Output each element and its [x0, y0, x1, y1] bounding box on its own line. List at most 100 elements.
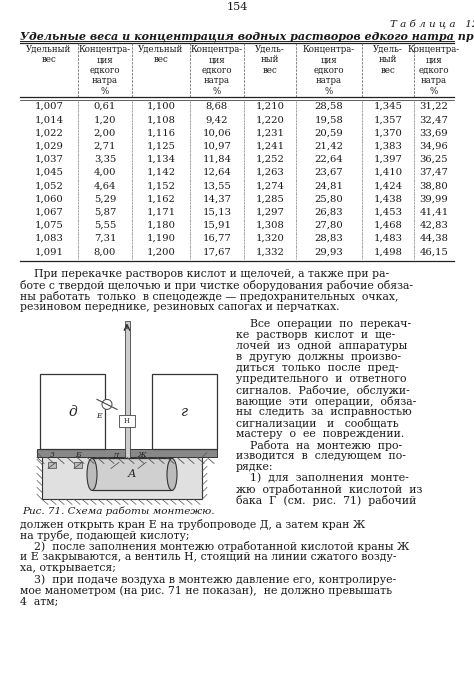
Text: 21,42: 21,42 — [315, 141, 344, 151]
Text: 2,71: 2,71 — [94, 141, 116, 151]
Text: 1,231: 1,231 — [255, 128, 284, 137]
Text: 1,152: 1,152 — [146, 181, 175, 190]
Text: 36,25: 36,25 — [419, 155, 448, 164]
Text: 1,171: 1,171 — [146, 208, 175, 217]
Text: 5,55: 5,55 — [94, 221, 116, 230]
Text: А: А — [128, 469, 136, 480]
Text: 10,06: 10,06 — [202, 128, 231, 137]
Text: 1,220: 1,220 — [255, 115, 284, 124]
Text: 1,014: 1,014 — [35, 115, 64, 124]
Text: 22,64: 22,64 — [315, 155, 343, 164]
Text: 16,77: 16,77 — [202, 234, 231, 243]
Text: 1,067: 1,067 — [35, 208, 64, 217]
Text: 4,64: 4,64 — [94, 181, 116, 190]
Text: Концентра-
ция
едкого
натра
%: Концентра- ция едкого натра % — [408, 45, 460, 95]
Text: 1,052: 1,052 — [35, 181, 64, 190]
Text: 7,31: 7,31 — [94, 234, 116, 243]
Text: 9,42: 9,42 — [206, 115, 228, 124]
Text: Рис. 71. Схема работы монтежю.: Рис. 71. Схема работы монтежю. — [22, 507, 215, 516]
Text: 1,20: 1,20 — [94, 115, 116, 124]
Text: 37,47: 37,47 — [419, 168, 448, 177]
Text: 15,13: 15,13 — [202, 208, 231, 217]
Text: 1,162: 1,162 — [146, 194, 175, 204]
Text: При перекачке растворов кислот и щелочей, а также при ра-: При перекачке растворов кислот и щелочей… — [20, 270, 389, 279]
Text: лочей  из  одной  аппаратуры: лочей из одной аппаратуры — [236, 342, 407, 351]
Bar — [92, 459, 172, 491]
Text: 1,468: 1,468 — [374, 221, 402, 230]
Text: 1,075: 1,075 — [35, 221, 64, 230]
Text: 1,108: 1,108 — [146, 115, 175, 124]
Bar — [40, 374, 105, 450]
Text: 26,83: 26,83 — [315, 208, 343, 217]
Text: Удель-
ный
вес: Удель- ный вес — [255, 45, 285, 75]
Text: ны  следить  за  исправностью: ны следить за исправностью — [236, 408, 411, 418]
Ellipse shape — [167, 459, 177, 491]
Text: Все  операции  по  перекач-: Все операции по перекач- — [236, 319, 411, 330]
Text: 1,383: 1,383 — [374, 141, 402, 151]
Text: 1,285: 1,285 — [255, 194, 284, 204]
Text: мастеру  о  ее  повреждении.: мастеру о ее повреждении. — [236, 429, 404, 439]
Text: 1,134: 1,134 — [146, 155, 175, 164]
Text: Удельный
вес: Удельный вес — [27, 45, 72, 64]
Text: 1,397: 1,397 — [374, 155, 402, 164]
Bar — [138, 462, 146, 468]
Text: 2,00: 2,00 — [94, 128, 116, 137]
Text: 25,80: 25,80 — [315, 194, 343, 204]
Text: 1,116: 1,116 — [146, 128, 175, 137]
Text: 34,96: 34,96 — [419, 141, 448, 151]
Text: З: З — [50, 452, 55, 459]
Text: 12,64: 12,64 — [202, 168, 231, 177]
Text: 23,67: 23,67 — [315, 168, 343, 177]
Text: 1,252: 1,252 — [255, 155, 284, 164]
Bar — [125, 321, 130, 489]
Text: 1,241: 1,241 — [255, 141, 284, 151]
Text: бака  Г  (см.  рис.  71)  рабочий: бака Г (см. рис. 71) рабочий — [236, 496, 416, 507]
Bar — [152, 374, 217, 450]
Text: 1,332: 1,332 — [255, 247, 284, 256]
Text: 1,142: 1,142 — [146, 168, 175, 177]
Text: мое манометром (на рис. 71 не показан),  не должно превышать: мое манометром (на рис. 71 не показан), … — [20, 585, 392, 596]
Text: Концентра-
ция
едкого
натра
%: Концентра- ция едкого натра % — [79, 45, 131, 95]
Text: 41,41: 41,41 — [419, 208, 448, 217]
Text: боте с твердой щелочью и при чистке оборудования рабочие обяза-: боте с твердой щелочью и при чистке обор… — [20, 280, 413, 291]
Text: Работа  на  монтежю  про-: Работа на монтежю про- — [236, 441, 402, 452]
Text: Концентра-
ция
едкого
натра
%: Концентра- ция едкого натра % — [303, 45, 355, 95]
Text: Удельные веса и концентрация водных растворов едкого натра при 15: Удельные веса и концентрация водных раст… — [20, 31, 474, 42]
Text: 1,007: 1,007 — [35, 102, 64, 111]
Text: 1,498: 1,498 — [374, 247, 402, 256]
Text: и Е закрываются, а вентиль Н, стоящий на линии сжатого возду-: и Е закрываются, а вентиль Н, стоящий на… — [20, 553, 396, 562]
Text: Д: Д — [112, 452, 118, 459]
Text: 15,91: 15,91 — [202, 221, 231, 230]
Text: 1,180: 1,180 — [146, 221, 175, 230]
Text: 1,453: 1,453 — [374, 208, 402, 217]
Text: 20,59: 20,59 — [315, 128, 343, 137]
Text: 1,210: 1,210 — [255, 102, 284, 111]
Text: ха, открывается;: ха, открывается; — [20, 563, 116, 574]
Ellipse shape — [87, 459, 97, 491]
Text: 1,022: 1,022 — [35, 128, 64, 137]
Text: 3)  при подаче воздуха в монтежю давление его, контролируе-: 3) при подаче воздуха в монтежю давление… — [20, 574, 396, 585]
Text: 1,100: 1,100 — [146, 102, 175, 111]
Text: 4  атм;: 4 атм; — [20, 597, 58, 606]
Text: 17,67: 17,67 — [202, 247, 231, 256]
Text: 1,438: 1,438 — [374, 194, 402, 204]
Text: 24,81: 24,81 — [315, 181, 344, 190]
Text: 1,308: 1,308 — [255, 221, 284, 230]
Text: вающие  эти  операции,  обяза-: вающие эти операции, обяза- — [236, 397, 416, 408]
Text: Т а б л и ц а   12: Т а б л и ц а 12 — [390, 20, 474, 29]
Text: рядке:: рядке: — [236, 462, 273, 473]
Text: на трубе, подающей кислоту;: на трубе, подающей кислоту; — [20, 530, 190, 542]
Text: Ж: Ж — [137, 452, 146, 459]
Text: в  другую  должны  произво-: в другую должны произво- — [236, 353, 401, 362]
Text: 1,060: 1,060 — [35, 194, 64, 204]
Text: ке  растворв  кислот  и  ще-: ке растворв кислот и ще- — [236, 330, 395, 340]
Text: 46,15: 46,15 — [419, 247, 448, 256]
Text: 154: 154 — [226, 2, 248, 12]
Text: резиновом переднике, резиновых сапогах и перчатках.: резиновом переднике, резиновых сапогах и… — [20, 302, 339, 312]
Text: 27,80: 27,80 — [315, 221, 343, 230]
Text: 3,35: 3,35 — [94, 155, 116, 164]
Text: 5,29: 5,29 — [94, 194, 116, 204]
Text: 1,037: 1,037 — [35, 155, 64, 164]
Text: 8,00: 8,00 — [94, 247, 116, 256]
Text: 1,091: 1,091 — [35, 247, 64, 256]
